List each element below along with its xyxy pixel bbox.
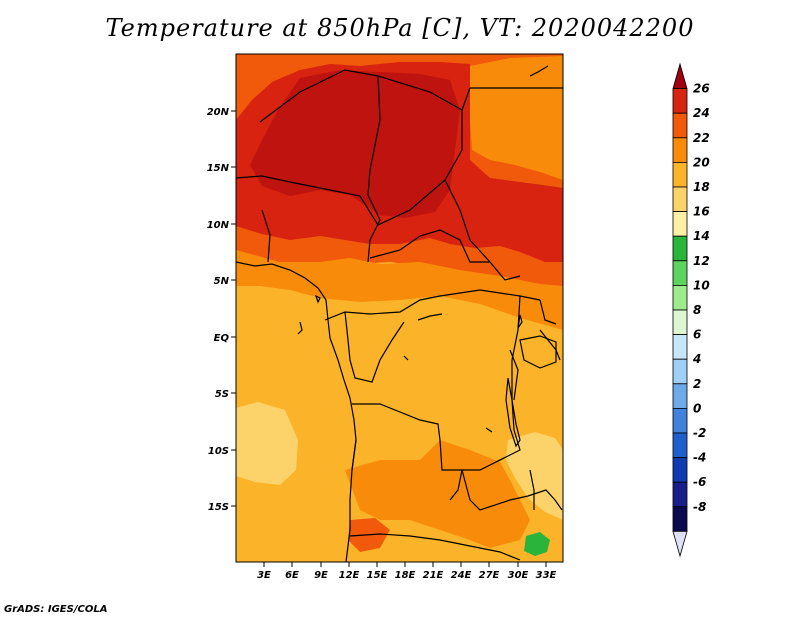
lon-label: 21E bbox=[423, 570, 444, 581]
lat-label: 20N bbox=[207, 107, 230, 118]
lon-label: 9E bbox=[314, 570, 328, 581]
lon-label: 15E bbox=[367, 570, 388, 581]
colorbar-bottom-arrow bbox=[672, 531, 688, 558]
lat-label: 15N bbox=[207, 163, 230, 174]
map-title: Temperature at 850hPa [C], VT: 202004220… bbox=[105, 14, 695, 42]
field-20-south bbox=[345, 440, 530, 548]
colorbar-cell bbox=[672, 137, 688, 163]
colorbar-cell bbox=[672, 481, 688, 508]
lon-axis: 3E 6E 9E 12E 15E 18E 21E 24E 27E 30E 33E bbox=[257, 562, 557, 581]
grads-credit: GrADS: IGES/COLA bbox=[4, 604, 108, 615]
colorbar-cell bbox=[672, 161, 688, 188]
coastline-west bbox=[236, 261, 357, 562]
border-central bbox=[261, 209, 271, 263]
colorbar-label: -4 bbox=[693, 451, 706, 465]
lake-small-1 bbox=[517, 314, 523, 329]
lake-victoria bbox=[519, 335, 557, 369]
lon-label: 24E bbox=[451, 570, 472, 581]
border-north-2 bbox=[367, 75, 381, 263]
lake-kariba bbox=[485, 427, 505, 463]
colorbar-label: 12 bbox=[693, 254, 710, 268]
colorbar-cell bbox=[672, 309, 688, 336]
colorbar-label: -2 bbox=[693, 426, 706, 440]
lat-label: 5S bbox=[215, 389, 229, 400]
plot-frame bbox=[235, 53, 564, 563]
lat-label: 10S bbox=[208, 446, 229, 457]
lake-tanganyika bbox=[505, 377, 521, 448]
river-congo-1 bbox=[417, 313, 443, 321]
field-20-central bbox=[236, 250, 563, 330]
colorbar-label: -8 bbox=[693, 500, 706, 514]
border-congo-north bbox=[324, 289, 541, 321]
colorbar-label: 26 bbox=[693, 82, 710, 96]
field-12-patch bbox=[524, 532, 550, 556]
border-congo-inner bbox=[344, 311, 405, 383]
field-18-west bbox=[236, 298, 336, 420]
colorbar-cell bbox=[672, 211, 688, 237]
colorbar-label: 4 bbox=[692, 352, 701, 366]
colorbar-label: 22 bbox=[693, 131, 710, 145]
colorbar-label: 6 bbox=[693, 328, 701, 342]
lake-small-2 bbox=[297, 321, 303, 335]
colorbar-cell bbox=[672, 260, 688, 286]
lon-label: 6E bbox=[285, 570, 299, 581]
colorbar-cell bbox=[672, 457, 688, 483]
field-26 bbox=[250, 70, 460, 218]
colorbar-cell bbox=[672, 88, 688, 114]
country-borders bbox=[236, 65, 563, 562]
colorbar-cell bbox=[672, 334, 688, 360]
colorbar-cell bbox=[672, 506, 688, 532]
temperature-field bbox=[236, 54, 563, 562]
field-16-sw bbox=[236, 402, 298, 485]
lon-label: 33E bbox=[536, 570, 557, 581]
border-east-lakes bbox=[509, 299, 561, 401]
colorbar-cell bbox=[672, 284, 688, 311]
colorbar-label: 8 bbox=[693, 303, 701, 317]
colorbar-top-arrow bbox=[672, 62, 688, 89]
colorbar-cell bbox=[672, 358, 688, 385]
lat-axis: 20N 15N 10N 5N EQ 5S 10S 15S bbox=[207, 107, 236, 513]
colorbar-label: 10 bbox=[693, 278, 710, 292]
colorbar-label: 0 bbox=[693, 401, 701, 415]
border-south bbox=[349, 469, 563, 561]
lat-label: 10N bbox=[207, 220, 230, 231]
river-congo-2 bbox=[403, 355, 409, 361]
colorbar-label: 16 bbox=[693, 205, 710, 219]
field-16-se bbox=[506, 432, 563, 520]
colorbar-cell bbox=[672, 112, 688, 139]
lon-label: 30E bbox=[508, 570, 529, 581]
coast-ne bbox=[529, 65, 549, 77]
border-ne bbox=[461, 87, 563, 111]
colorbar-label: 20 bbox=[693, 155, 710, 169]
lon-label: 27E bbox=[479, 570, 500, 581]
colorbar-cell bbox=[672, 432, 688, 459]
lon-label: 12E bbox=[339, 570, 360, 581]
lat-label: EQ bbox=[214, 333, 230, 344]
border-car bbox=[369, 229, 490, 263]
lat-label: 15S bbox=[208, 502, 229, 513]
border-angola bbox=[351, 403, 462, 471]
lake-malawi bbox=[529, 469, 535, 510]
border-drc-east bbox=[449, 295, 521, 501]
island-bioko bbox=[314, 294, 321, 304]
field-24 bbox=[236, 62, 563, 262]
colorbar-cell bbox=[672, 186, 688, 213]
lon-label: 18E bbox=[395, 570, 416, 581]
colorbar-label: 18 bbox=[693, 180, 710, 194]
colorbar-label: 24 bbox=[693, 106, 710, 120]
colorbar-cell bbox=[672, 383, 688, 409]
colorbar-label: 14 bbox=[693, 229, 710, 243]
colorbar-cell bbox=[672, 407, 688, 434]
colorbar-label: -6 bbox=[693, 475, 706, 489]
colorbar-label: 2 bbox=[693, 377, 701, 391]
border-lake-chad bbox=[444, 179, 521, 281]
lat-label: 5N bbox=[214, 276, 230, 287]
field-20-ne bbox=[470, 56, 563, 180]
colorbar-cell bbox=[672, 235, 688, 262]
lon-label: 3E bbox=[257, 570, 271, 581]
